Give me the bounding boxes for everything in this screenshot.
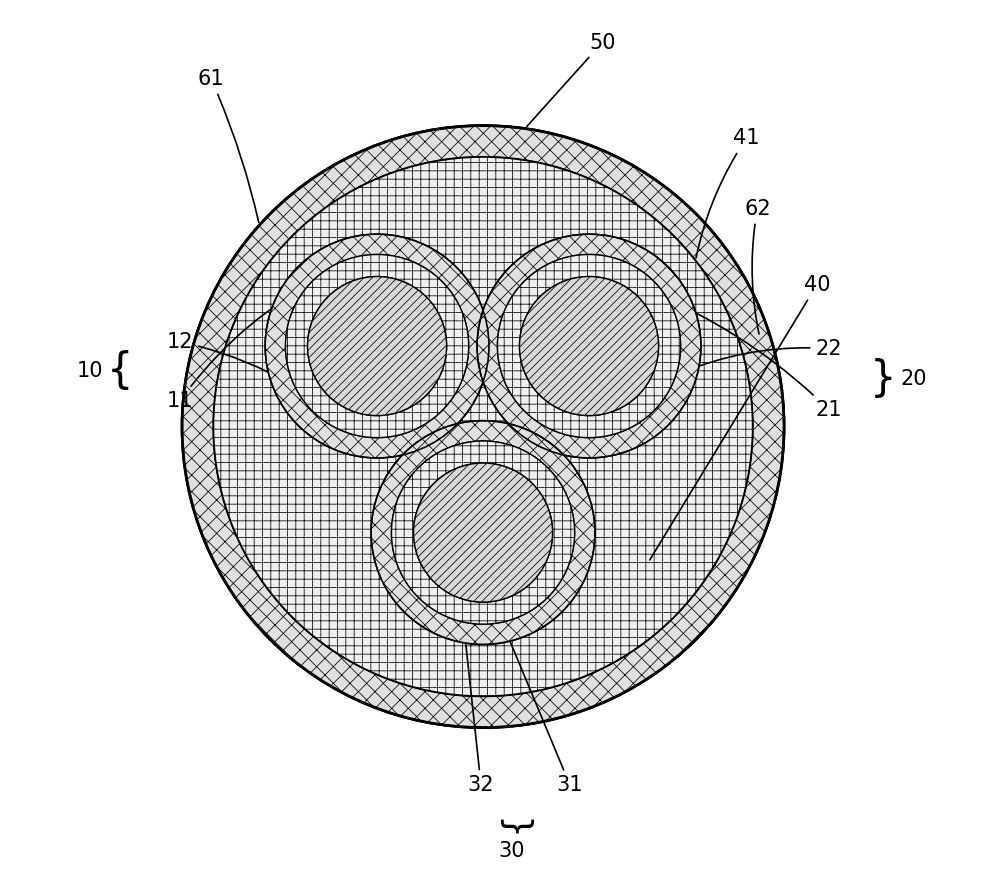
Text: 20: 20 [900,369,927,389]
Text: 41: 41 [696,129,760,258]
Circle shape [308,276,447,415]
Text: 32: 32 [465,634,494,795]
Text: 61: 61 [198,69,259,222]
Circle shape [182,126,784,727]
Text: }: } [870,358,896,400]
Text: 11: 11 [167,279,320,411]
PathPatch shape [265,234,489,458]
PathPatch shape [497,255,681,438]
Text: 50: 50 [527,32,616,127]
Text: }: } [495,818,529,841]
PathPatch shape [391,441,575,624]
Text: 31: 31 [499,616,583,795]
Text: 10: 10 [76,362,103,381]
PathPatch shape [371,421,595,645]
Text: 22: 22 [681,339,842,373]
PathPatch shape [286,255,469,438]
Text: 30: 30 [499,841,525,861]
Circle shape [213,157,753,696]
Circle shape [414,463,553,602]
Text: 40: 40 [650,275,830,560]
Text: 12: 12 [167,332,291,384]
Text: {: { [107,350,133,393]
PathPatch shape [477,234,701,458]
Text: 62: 62 [744,199,771,334]
Circle shape [519,276,659,415]
Text: 21: 21 [651,292,842,420]
PathPatch shape [182,126,784,727]
